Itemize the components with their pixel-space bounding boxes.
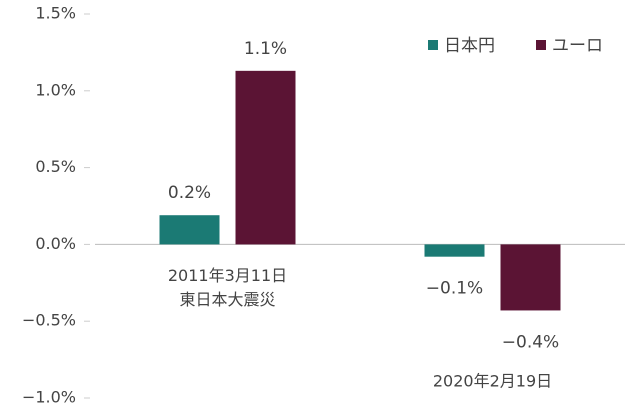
legend-label: ユーロ	[552, 36, 603, 56]
y-tick-label: 1.5%	[35, 4, 76, 23]
x-tick-label: 2020年2月19日	[433, 372, 552, 391]
value-label: −0.1%	[426, 279, 483, 299]
y-tick-label: 1.0%	[35, 80, 76, 99]
legend-swatch	[536, 40, 546, 50]
y-tick-label: 0.5%	[35, 157, 76, 176]
x-tick-label: 東日本大震災	[179, 290, 275, 309]
x-tick-label: 2011年3月11日	[168, 266, 287, 285]
y-tick-label: 0.0%	[35, 234, 76, 253]
y-tick-label: −0.5%	[22, 311, 76, 330]
bar	[235, 70, 296, 245]
bar	[500, 244, 561, 311]
legend-swatch	[428, 40, 438, 50]
legend-label: 日本円	[444, 36, 495, 56]
y-tick-label: −1.0%	[22, 388, 76, 407]
value-label: 0.2%	[168, 183, 211, 203]
value-label: −0.4%	[502, 332, 559, 352]
bar	[424, 244, 485, 257]
value-label: 1.1%	[244, 39, 287, 59]
bar	[159, 215, 220, 245]
